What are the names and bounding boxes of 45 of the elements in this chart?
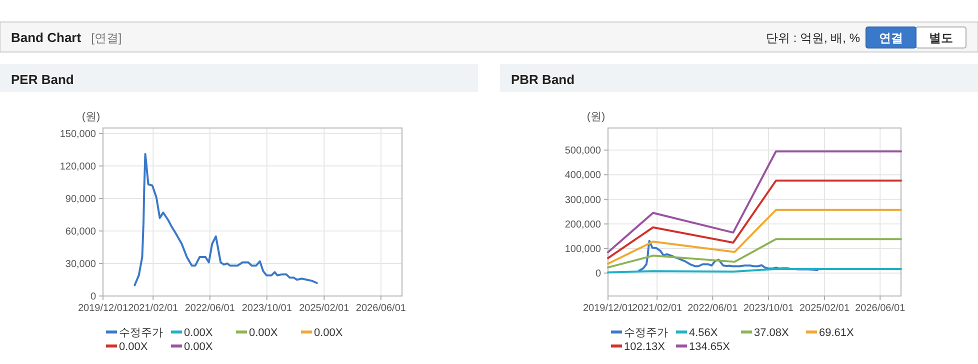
legend-label: 37.08X (754, 327, 790, 339)
x-tick-label: 2022/06/01 (688, 303, 738, 314)
legend-label: 69.61X (819, 327, 855, 339)
y-tick-label: 500,000 (564, 146, 602, 157)
y-tick-label: 120,000 (60, 161, 96, 172)
y-tick-label: 90,000 (65, 194, 96, 205)
x-tick-label: 2021/02/01 (632, 303, 683, 314)
legend-label: 0.00X (119, 341, 148, 353)
legend-label: 0.00X (184, 341, 214, 353)
x-tick-label: 2025/02/01 (800, 303, 850, 314)
y-axis-title: (원) (82, 111, 100, 123)
legend-label: 0.00X (184, 327, 214, 339)
y-tick-label: 200,000 (564, 219, 602, 230)
legend-label: 0.00X (314, 327, 344, 339)
legend-label: 102.13X (624, 341, 666, 353)
y-tick-label: 150,000 (60, 128, 96, 140)
text: Band Chart (11, 30, 82, 45)
legend-label: 수정주가 (119, 327, 163, 339)
y-tick-label: 30,000 (65, 258, 96, 270)
x-tick-label: 2025/02/01 (299, 303, 350, 314)
x-tick-label: 2019/12/01 (582, 303, 634, 314)
x-tick-label: 2026/06/01 (356, 303, 406, 314)
chart-title: PER Band (11, 72, 74, 87)
x-tick-label: 2023/10/01 (743, 303, 794, 314)
x-tick-label: 2022/06/01 (184, 303, 236, 314)
y-tick-label: 300,000 (564, 194, 602, 206)
y-tick-label: 60,000 (65, 226, 96, 238)
legend-label: 0.00X (249, 327, 278, 339)
x-tick-label: 2019/12/01 (78, 303, 128, 314)
text: 단위 : 억원, 배, % (766, 31, 860, 45)
x-tick-label: 2023/10/01 (242, 303, 292, 314)
text: 연결 (879, 31, 903, 45)
x-tick-label: 2026/06/01 (855, 303, 906, 314)
legend-label: 134.65X (689, 341, 731, 353)
y-tick-label: 400,000 (564, 170, 602, 182)
y-axis-title: (원) (586, 111, 606, 123)
x-tick-label: 2021/02/01 (128, 303, 179, 314)
legend-label: 4.56X (689, 327, 718, 339)
y-tick-label: 100,000 (564, 244, 602, 256)
text: 별도 (929, 31, 953, 45)
text: [연결] (91, 31, 122, 45)
y-tick-label: 0 (90, 292, 96, 302)
chart-title: PBR Band (511, 72, 575, 87)
legend-label: 수정주가 (624, 327, 668, 339)
y-tick-label: 0 (595, 268, 602, 280)
